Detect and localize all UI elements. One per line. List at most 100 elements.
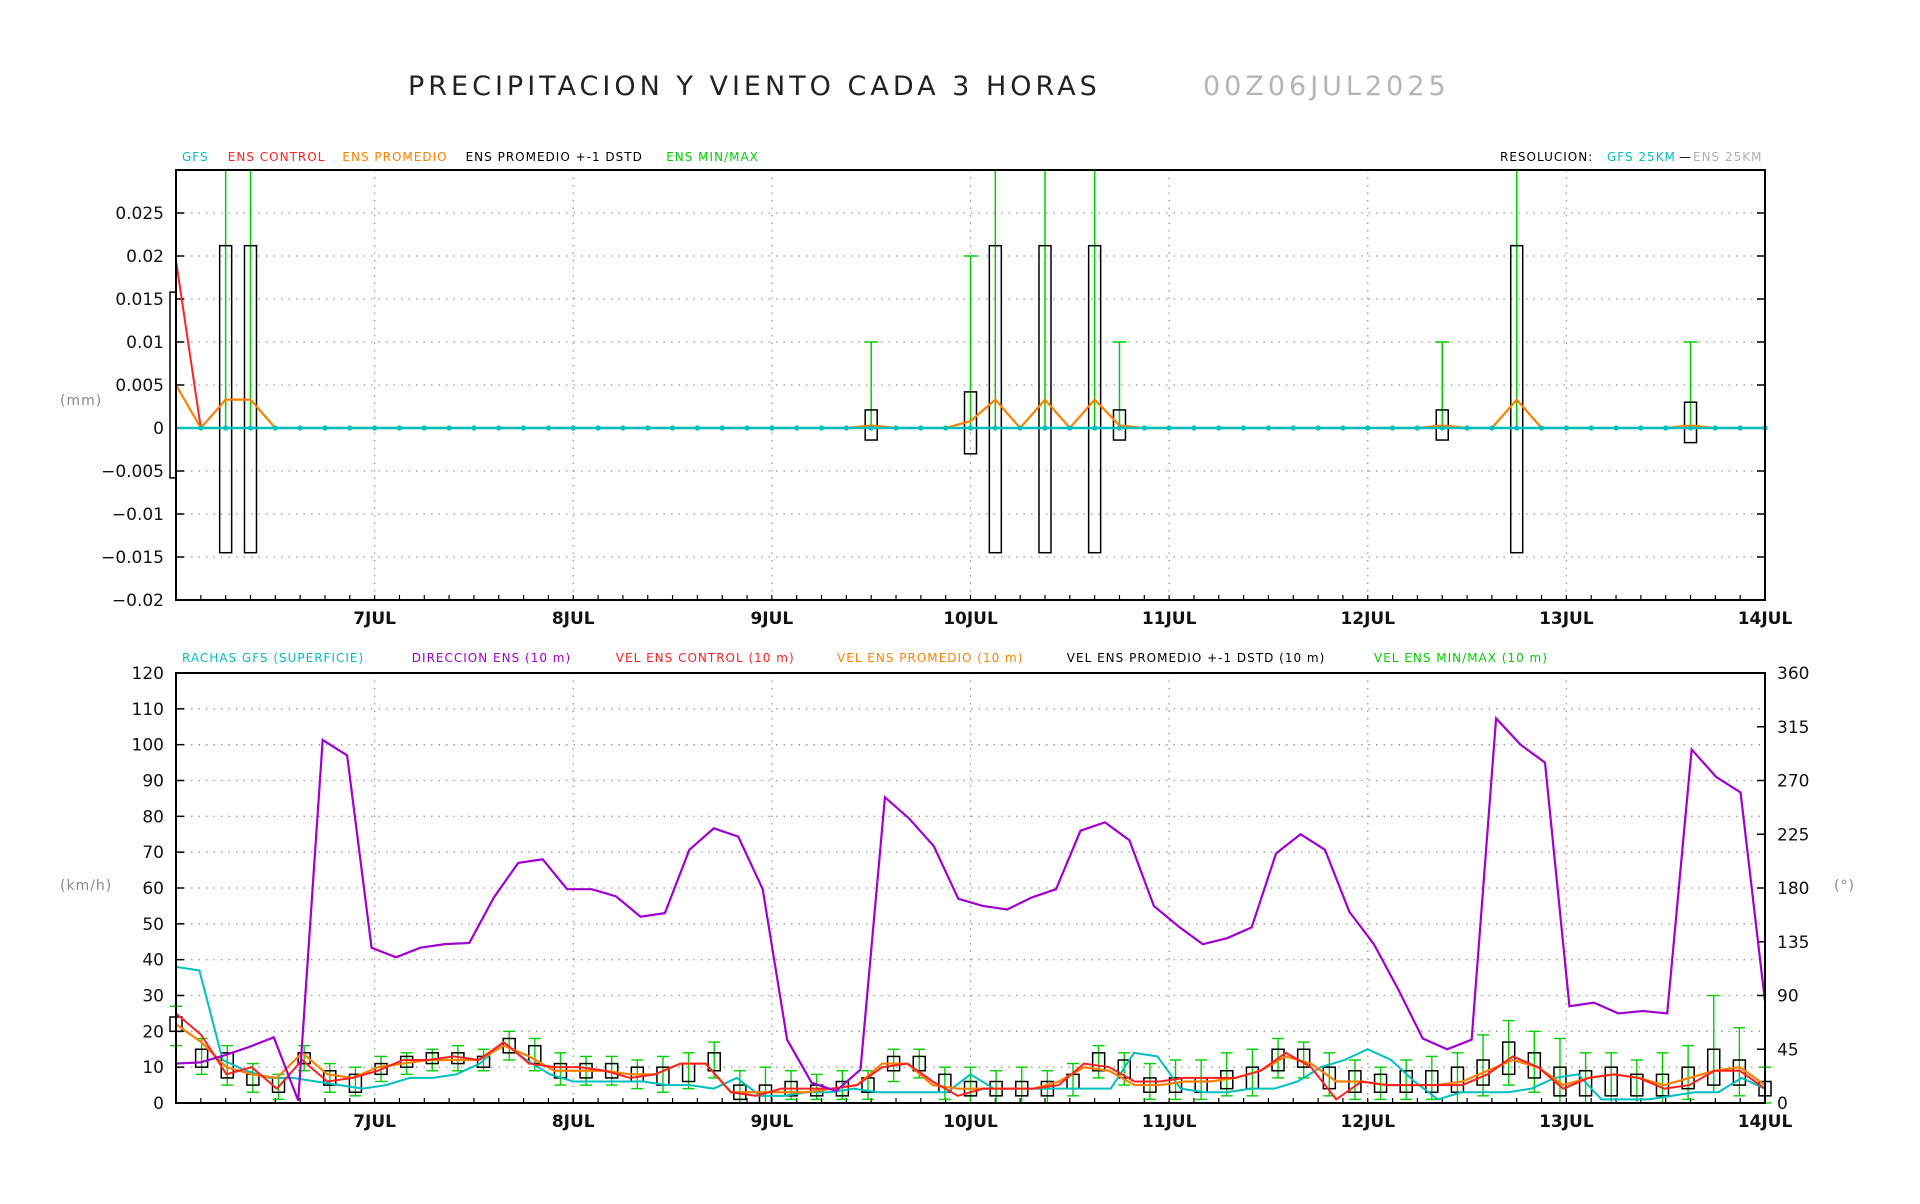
chart-date: 00Z06JUL2025 <box>1203 71 1450 102</box>
legend-entry: VEL ENS MIN/MAX (10 m) <box>1374 651 1548 665</box>
gfs-point <box>1663 425 1669 431</box>
gfs-point <box>1265 425 1272 431</box>
gfs-point <box>223 425 229 431</box>
gfs-point <box>1017 425 1023 431</box>
std-box <box>1683 401 1698 444</box>
gfs-point <box>1538 425 1545 431</box>
x-tick-label: 13JUL <box>1539 1112 1594 1132</box>
gfs-point <box>694 425 700 431</box>
y-tick-label: 0.01 <box>126 333 164 353</box>
gfs-point <box>1588 425 1594 431</box>
y-tick-label: 0 <box>153 1094 164 1114</box>
std-box <box>1630 1073 1644 1097</box>
gfs-point <box>645 425 651 431</box>
gfs-point <box>570 425 576 431</box>
y-tick-label: 120 <box>132 664 164 684</box>
gfs-point <box>1514 425 1520 431</box>
gfs-point <box>1389 425 1396 431</box>
std-box <box>1450 1066 1465 1093</box>
gfs-point <box>818 425 825 431</box>
gfs-point <box>1489 425 1495 431</box>
std-box <box>1706 1048 1721 1086</box>
legend-entry: VEL ENS CONTROL (10 m) <box>616 651 795 665</box>
y2-tick-label: 180 <box>1777 879 1809 899</box>
gfs-point <box>272 425 278 431</box>
series-vel-ens-control <box>175 1012 1766 1101</box>
wind-ylabel-right: (°) <box>1834 878 1855 894</box>
legend-entry: DIRECCION ENS (10 m) <box>412 651 571 665</box>
resolution-legend: RESOLUCION: GFS 25KM — ENS 25KM <box>1500 150 1761 164</box>
std-box <box>194 1048 209 1068</box>
gfs-point <box>1166 425 1172 431</box>
x-tick-label: 9JUL <box>750 609 793 629</box>
y-tick-label: 60 <box>142 879 164 899</box>
x-tick-label: 12JUL <box>1340 1112 1395 1132</box>
std-box <box>1509 244 1524 554</box>
gfs-point <box>1290 425 1296 431</box>
gfs-point <box>496 425 502 431</box>
x-tick-label: 7JUL <box>353 609 396 629</box>
gfs-point <box>297 425 303 431</box>
x-tick-label: 8JUL <box>552 609 595 629</box>
gfs-point <box>1116 425 1123 431</box>
precip-legend: GFS ENS CONTROL ENS PROMEDIO ENS PROMEDIO +… <box>182 150 758 164</box>
precip-frame <box>175 169 1766 601</box>
y-tick-label: 0.005 <box>115 376 164 396</box>
gfs-point <box>1464 425 1470 431</box>
gfs-point <box>992 425 998 431</box>
std-box <box>988 244 1003 554</box>
legend-entry: ENS PROMEDIO <box>342 150 447 164</box>
gfs-point <box>893 425 899 431</box>
y-tick-label: 110 <box>132 700 164 720</box>
gfs-point <box>322 425 328 431</box>
y2-tick-label: 90 <box>1777 987 1799 1007</box>
gfs-point <box>396 425 403 431</box>
wind-legend: RACHAS GFS (SUPERFICIE) DIRECCION ENS (10… <box>182 651 1548 665</box>
y-tick-label: 0 <box>153 419 164 439</box>
x-tick-label: 11JUL <box>1142 609 1197 629</box>
gfs-point <box>843 425 849 431</box>
std-box <box>1271 1048 1285 1072</box>
resolution-sep: — <box>1679 150 1692 164</box>
x-tick-label: 10JUL <box>943 1112 998 1132</box>
gfs-point <box>1191 425 1197 431</box>
std-box <box>1425 1070 1439 1093</box>
gfs-point <box>1042 425 1048 431</box>
gfs-point <box>545 425 552 431</box>
gfs-point <box>769 425 775 431</box>
std-box <box>1604 1066 1618 1097</box>
gfs-point <box>1687 425 1694 431</box>
y2-tick-label: 0 <box>1777 1094 1788 1114</box>
gfs-point <box>446 425 452 431</box>
gfs-point <box>1216 425 1222 431</box>
x-tick-label: 14JUL <box>1738 609 1793 629</box>
chart-title: PRECIPITACION Y VIENTO CADA 3 HORAS <box>408 71 1101 102</box>
y-tick-label: −0.02 <box>112 591 164 611</box>
y-tick-label: 30 <box>142 987 164 1007</box>
gfs-point <box>372 425 378 431</box>
gfs-point <box>943 425 949 431</box>
y2-tick-label: 45 <box>1777 1040 1799 1060</box>
y-tick-label: 0.02 <box>126 247 164 267</box>
resolution-gfs: GFS 25KM <box>1607 150 1676 164</box>
gfs-point <box>247 425 254 431</box>
gfs-point <box>1315 425 1321 431</box>
gfs-point <box>1241 425 1247 431</box>
y-tick-label: −0.005 <box>101 462 164 482</box>
gfs-point <box>1712 425 1718 431</box>
y-tick-label: 50 <box>142 915 164 935</box>
precip-panel: −0.02 −0.015 −0.01 −0.005 0 0.005 0.01 0.015 0.0… <box>101 169 1793 629</box>
legend-entry: VEL ENS PROMEDIO +-1 DSTD (10 m) <box>1067 651 1326 665</box>
y2-tick-label: 270 <box>1777 772 1809 792</box>
gfs-point <box>1439 425 1445 431</box>
std-box <box>1322 1066 1337 1090</box>
gfs-point <box>1613 425 1619 431</box>
std-box <box>1087 244 1102 554</box>
x-tick-label: 14JUL <box>1738 1112 1793 1132</box>
y-tick-label: 0.015 <box>115 290 164 310</box>
series-rachas-gfs <box>175 965 1766 1101</box>
gfs-point <box>1638 425 1644 431</box>
y-tick-label: 90 <box>142 772 164 792</box>
legend-entry: GFS <box>182 150 209 164</box>
